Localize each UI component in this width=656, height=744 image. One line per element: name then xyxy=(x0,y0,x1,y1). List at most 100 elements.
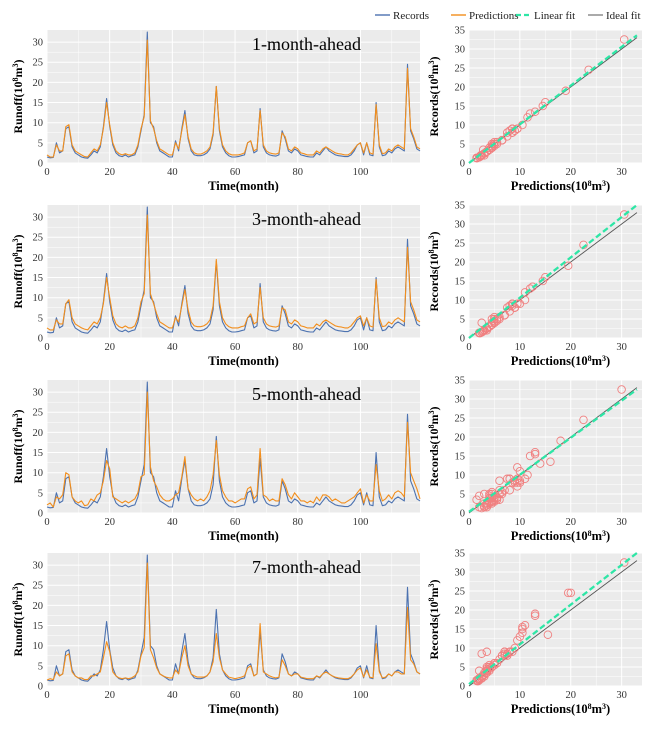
x-tick-label: 0 xyxy=(466,167,471,178)
x-tick-label: 10 xyxy=(515,167,526,178)
scatter-point xyxy=(480,489,489,499)
scatter-panel-1: 0 5 10 15 20 25 30 35 0 10 20 30 Predictions(108m3) R… xyxy=(427,26,642,193)
scatter-point xyxy=(502,128,512,137)
y-axis-label: Runoff(108m3) xyxy=(11,59,26,133)
y-tick-label: 0 xyxy=(38,334,43,345)
scatter-point xyxy=(487,143,497,153)
y-tick-label: 20 xyxy=(33,78,44,89)
scatter-point xyxy=(482,647,492,657)
x-tick-label: 30 xyxy=(616,342,627,353)
x-tick-label: 30 xyxy=(616,517,627,528)
y-tick-label: 20 xyxy=(33,253,44,264)
y-tick-label: 30 xyxy=(33,213,44,224)
scatter-point xyxy=(505,126,514,135)
y-tick-label: 0 xyxy=(460,159,465,170)
x-tick-label: 40 xyxy=(167,690,178,701)
x-tick-label: 20 xyxy=(104,690,115,701)
ideal-fit-line xyxy=(468,560,638,687)
y-tick-label: 10 xyxy=(33,293,44,304)
x-tick-label: 20 xyxy=(566,517,577,528)
scatter-panel-2: 0 5 10 15 20 25 30 35 0 10 20 30 Predictions(108m3) R… xyxy=(427,201,642,368)
x-tick-label: 60 xyxy=(230,517,241,528)
scatter-point xyxy=(520,295,530,305)
y-tick-label: 0 xyxy=(38,682,43,693)
x-tick-label: 60 xyxy=(230,342,241,353)
y-tick-label: 20 xyxy=(33,601,44,612)
x-tick-label: 10 xyxy=(515,342,526,353)
scatter-point xyxy=(619,558,629,567)
y-tick-label: 5 xyxy=(460,140,465,151)
scatter-point xyxy=(485,497,494,506)
scatter-point xyxy=(505,485,514,495)
scatter-point xyxy=(530,449,540,459)
scatter-point xyxy=(538,276,548,286)
x-tick-label: 100 xyxy=(353,167,369,178)
y-tick-label: 25 xyxy=(33,408,44,419)
x-tick-label: 0 xyxy=(44,342,49,353)
x-tick-label: 80 xyxy=(293,690,304,701)
y-tick-label: 0 xyxy=(38,159,43,170)
y-tick-label: 35 xyxy=(455,549,466,560)
y-tick-label: 10 xyxy=(455,296,466,307)
legend-ideal-fit-label: Ideal fit xyxy=(606,10,641,22)
x-tick-label: 0 xyxy=(466,342,471,353)
scatter-point xyxy=(492,658,502,668)
panel-title: 1-month-ahead xyxy=(252,34,361,54)
y-tick-label: 20 xyxy=(455,606,466,617)
y-tick-label: 15 xyxy=(33,621,44,632)
scatter-point xyxy=(477,318,486,328)
scatter-point xyxy=(579,415,588,425)
x-tick-label: 20 xyxy=(566,690,577,701)
scatter-point xyxy=(505,301,514,310)
x-tick-label: 100 xyxy=(353,517,369,528)
y-tick-label: 20 xyxy=(455,258,466,269)
scatter-point xyxy=(563,588,573,598)
y-tick-label: 10 xyxy=(33,468,44,479)
y-tick-label: 5 xyxy=(460,490,465,501)
scatter-point xyxy=(505,647,514,657)
y-tick-label: 25 xyxy=(455,64,466,75)
x-tick-label: 20 xyxy=(104,517,115,528)
y-tick-label: 10 xyxy=(455,121,466,132)
scatter-point xyxy=(495,495,504,504)
y-tick-label: 35 xyxy=(455,201,466,212)
scatter-point xyxy=(563,261,573,271)
y-axis-label: Records(108m3) xyxy=(427,232,442,312)
y-tick-label: 15 xyxy=(33,273,44,284)
scatter-point xyxy=(492,493,502,503)
y-tick-label: 10 xyxy=(455,471,466,482)
series-line-predictions xyxy=(46,214,421,331)
y-tick-label: 15 xyxy=(33,448,44,459)
y-tick-label: 30 xyxy=(455,220,466,231)
x-tick-label: 80 xyxy=(293,517,304,528)
x-axis-label: Predictions(108m3) xyxy=(511,702,610,717)
y-tick-label: 15 xyxy=(455,452,466,463)
y-tick-label: 20 xyxy=(455,83,466,94)
y-tick-label: 30 xyxy=(455,395,466,406)
series-line-records xyxy=(46,381,421,509)
y-axis-label: Records(108m3) xyxy=(427,57,442,137)
legend: Records Predictions Linear fit Ideal fit xyxy=(375,10,641,22)
x-tick-label: 10 xyxy=(515,517,526,528)
scatter-point xyxy=(619,210,629,219)
x-tick-label: 60 xyxy=(230,690,241,701)
x-axis-label: Predictions(108m3) xyxy=(511,529,610,544)
scatter-point xyxy=(472,495,481,504)
time-series-panel-1: 0 5 10 15 20 25 30 0 20 40 60 80 100 1-month-ahead Tim… xyxy=(11,30,421,193)
y-tick-label: 15 xyxy=(455,102,466,113)
y-tick-label: 30 xyxy=(33,38,44,49)
scatter-point xyxy=(502,474,512,484)
x-tick-label: 40 xyxy=(167,167,178,178)
y-tick-label: 5 xyxy=(460,663,465,674)
scatter-point xyxy=(474,666,484,676)
x-tick-label: 10 xyxy=(515,690,526,701)
y-tick-label: 25 xyxy=(33,58,44,69)
panel-title: 7-month-ahead xyxy=(252,557,361,577)
x-tick-label: 40 xyxy=(167,517,178,528)
scatter-point xyxy=(619,35,629,44)
scatter-point xyxy=(525,451,535,461)
y-tick-label: 25 xyxy=(455,239,466,250)
linear-fit-line xyxy=(468,34,638,164)
scatter-point xyxy=(510,303,520,312)
time-series-panel-3: 0 5 10 15 20 25 30 0 20 40 60 80 100 5-month-ahead Tim… xyxy=(11,380,421,543)
